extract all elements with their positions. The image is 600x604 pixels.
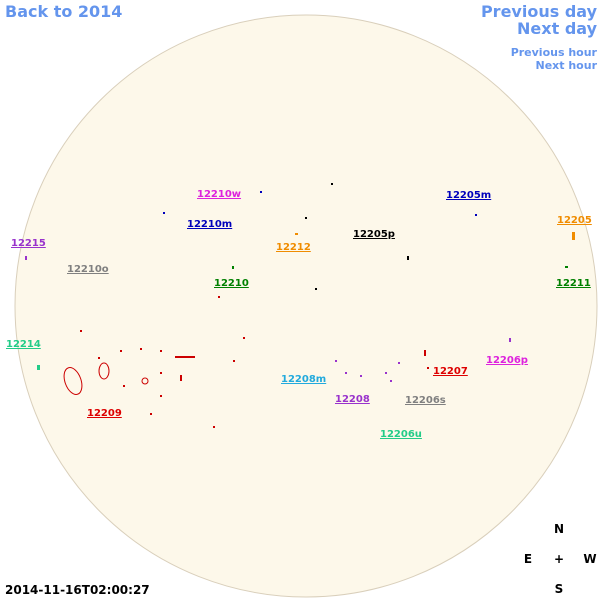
compass-center: + — [554, 552, 564, 566]
spot — [345, 372, 347, 374]
spot — [213, 426, 215, 428]
spot — [160, 372, 162, 374]
next-hour-link[interactable]: Next hour — [536, 59, 598, 72]
compass-west: W — [583, 552, 596, 566]
region-label[interactable]: 12214 — [6, 339, 41, 350]
spot — [315, 288, 317, 290]
spot — [331, 183, 333, 185]
sunspots — [63, 296, 429, 428]
spot — [305, 217, 307, 219]
region-label[interactable]: 12211 — [556, 278, 591, 289]
region-label[interactable]: 12210w — [197, 189, 241, 200]
spot — [180, 375, 182, 381]
spot — [160, 395, 162, 397]
spot — [140, 348, 142, 350]
spot — [335, 360, 337, 362]
region-label[interactable]: 12210 — [214, 278, 249, 289]
spot — [218, 296, 220, 298]
sunspots-other — [25, 183, 575, 382]
spot — [572, 232, 575, 240]
spot — [123, 385, 125, 387]
spot — [390, 380, 392, 382]
spot — [160, 350, 162, 352]
compass-east: E — [524, 552, 532, 566]
spot — [385, 372, 387, 374]
region-label[interactable]: 12210o — [67, 264, 109, 275]
spot — [475, 214, 477, 216]
region-label[interactable]: 12205 — [557, 215, 592, 226]
spot — [424, 350, 426, 356]
back-link[interactable]: Back to 2014 — [5, 2, 122, 21]
spot — [141, 377, 149, 385]
spot — [407, 256, 409, 260]
region-label[interactable]: 12206p — [486, 355, 528, 366]
region-label[interactable]: 12212 — [276, 242, 311, 253]
region-label[interactable]: 12206u — [380, 429, 422, 440]
previous-hour-link[interactable]: Previous hour — [511, 46, 598, 59]
spot — [232, 266, 234, 269]
spot — [175, 356, 195, 358]
region-label[interactable]: 12215 — [11, 238, 46, 249]
region-label[interactable]: 12210m — [187, 219, 232, 230]
region-label[interactable]: 12208 — [335, 394, 370, 405]
compass-north: N — [554, 522, 564, 536]
spot — [565, 266, 568, 268]
previous-day-link[interactable]: Previous day — [481, 2, 598, 21]
region-label[interactable]: 12208m — [281, 374, 326, 385]
solar-disk — [14, 14, 598, 598]
spot — [63, 367, 83, 395]
spot — [243, 337, 245, 339]
region-label[interactable]: 12205p — [353, 229, 395, 240]
spot — [427, 367, 429, 369]
spot — [509, 338, 511, 342]
spot — [260, 191, 262, 193]
spot — [25, 256, 27, 260]
region-label[interactable]: 12206s — [405, 395, 446, 406]
spot — [120, 350, 122, 352]
timestamp: 2014-11-16T02:00:27 — [5, 583, 150, 597]
spot — [360, 375, 362, 377]
spot — [295, 233, 298, 235]
compass-south: S — [555, 582, 564, 596]
spot — [37, 365, 40, 370]
region-label[interactable]: 12207 — [433, 366, 468, 377]
region-label[interactable]: 12209 — [87, 408, 122, 419]
region-label[interactable]: 12205m — [446, 190, 491, 201]
next-day-link[interactable]: Next day — [517, 19, 598, 38]
spot — [150, 413, 152, 415]
spot — [80, 330, 82, 332]
spot — [98, 357, 100, 359]
spot — [163, 212, 165, 214]
spot — [98, 362, 110, 380]
spot — [398, 362, 400, 364]
spot — [233, 360, 235, 362]
